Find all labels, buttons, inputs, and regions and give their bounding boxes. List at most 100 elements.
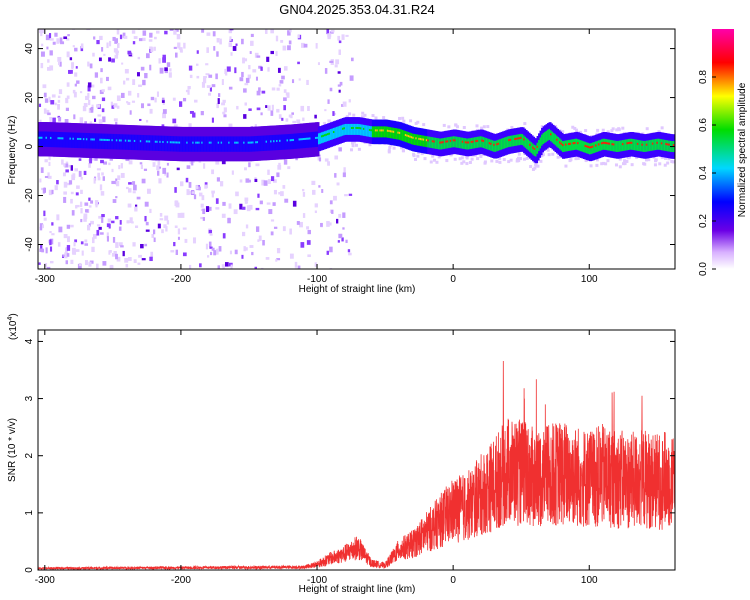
heatmap-cell (57, 242, 61, 247)
heatmap-cell (144, 201, 149, 207)
colorbar-tick-label: 0.8 (698, 70, 709, 84)
heatmap-cell (191, 191, 195, 194)
heatmap-cell (344, 194, 348, 197)
heatmap-cell (329, 87, 333, 92)
heatmap-cell (92, 95, 96, 100)
heatmap-cell (228, 123, 233, 128)
heatmap-cell (113, 118, 118, 122)
heatmap-cell (228, 29, 233, 34)
heatmap-cell (534, 162, 538, 166)
heatmap-cell (83, 213, 88, 220)
heatmap-cell (115, 216, 119, 220)
heatmap-cell (48, 154, 51, 161)
heatmap-cell (283, 159, 288, 165)
heatmap-cell (82, 105, 87, 112)
heatmap-cell (564, 164, 568, 168)
heatmap-cell (115, 196, 118, 199)
heatmap-cell (99, 89, 104, 95)
heatmap-cell (132, 181, 136, 185)
colorbar-tick-label: 0.6 (698, 118, 709, 132)
heatmap-cell (243, 88, 247, 93)
heatmap-cell (164, 70, 168, 74)
heatmap-cell (113, 103, 118, 108)
heatmap-cell (258, 65, 262, 69)
heatmap-cell (647, 158, 651, 162)
heatmap-cell (196, 63, 199, 66)
heatmap-cell (416, 154, 420, 158)
heatmap-cell (205, 243, 208, 250)
heatmap-cell (57, 99, 61, 103)
heatmap-cell (208, 206, 212, 211)
heatmap-cell (67, 34, 70, 37)
heatmap-cell (159, 268, 163, 269)
heatmap-cell (174, 225, 178, 229)
heatmap-cell (157, 170, 160, 176)
heatmap-cell (216, 103, 219, 109)
heatmap-cell (337, 71, 341, 74)
heatmap-cell (75, 204, 80, 208)
heatmap-cell (150, 47, 154, 53)
colorbar-tick-label: 0.2 (698, 214, 709, 228)
heatmap-cell (145, 119, 149, 123)
heatmap-cell (254, 124, 257, 129)
heatmap-cell (76, 185, 80, 189)
heatmap-cell (96, 168, 101, 171)
heatmap-cell (142, 30, 147, 36)
heatmap-cell (318, 157, 322, 162)
heatmap-cell (54, 102, 57, 106)
heatmap-cell (150, 96, 155, 101)
heatmap-cell (252, 69, 257, 73)
heatmap-cell (211, 190, 215, 194)
heatmap-cell (306, 79, 309, 86)
heatmap-cell (584, 159, 588, 163)
heatmap-cell (140, 243, 144, 249)
heatmap-cell (66, 245, 71, 251)
heatmap-cell (414, 157, 418, 161)
heatmap-cell (275, 51, 278, 57)
heatmap-cell (342, 227, 345, 230)
heatmap-cell (48, 96, 51, 103)
heatmap-cell (59, 61, 62, 67)
heatmap-cell (286, 92, 290, 98)
heatmap-cell (71, 210, 75, 216)
heatmap-cell (72, 45, 75, 48)
heatmap-cell (41, 43, 44, 47)
spectrogram-x-label: Height of straight line (km) (299, 284, 416, 295)
heatmap-cell (333, 112, 337, 115)
heatmap-cell (116, 50, 119, 54)
spectrogram-x-tick-label: -100 (307, 274, 327, 285)
snr-x-tick-label: -200 (171, 575, 191, 586)
heatmap-cell (164, 30, 168, 35)
heatmap-cell (546, 148, 550, 152)
heatmap-cell (73, 241, 76, 247)
heatmap-cell (326, 221, 330, 227)
heatmap-cell (576, 156, 580, 160)
heatmap-cell (162, 112, 166, 119)
heatmap-cell (84, 243, 89, 246)
heatmap-cell (50, 100, 55, 105)
heatmap-cell (72, 250, 77, 255)
heatmap-cell (202, 208, 206, 215)
heatmap-cell (348, 99, 351, 103)
heatmap-cell (120, 163, 123, 169)
heatmap-cell (145, 53, 150, 59)
heatmap-cell (228, 86, 233, 90)
heatmap-cell (45, 34, 50, 41)
heatmap-cell (66, 224, 71, 229)
heatmap-cell (58, 226, 63, 233)
heatmap-cell (98, 226, 102, 230)
heatmap-cell (349, 148, 353, 152)
heatmap-cell (176, 34, 181, 40)
heatmap-cell (291, 112, 294, 115)
heatmap-cell (64, 163, 69, 168)
heatmap-cell (276, 248, 281, 254)
heatmap-cell (231, 170, 234, 175)
heatmap-cell (126, 77, 130, 81)
heatmap-cell (126, 220, 130, 224)
heatmap-cell (60, 41, 65, 45)
heatmap-cell (45, 247, 48, 254)
heatmap-cell (43, 210, 46, 217)
heatmap-cell (71, 66, 74, 70)
heatmap-cell (294, 261, 298, 268)
heatmap-cell (239, 179, 243, 183)
